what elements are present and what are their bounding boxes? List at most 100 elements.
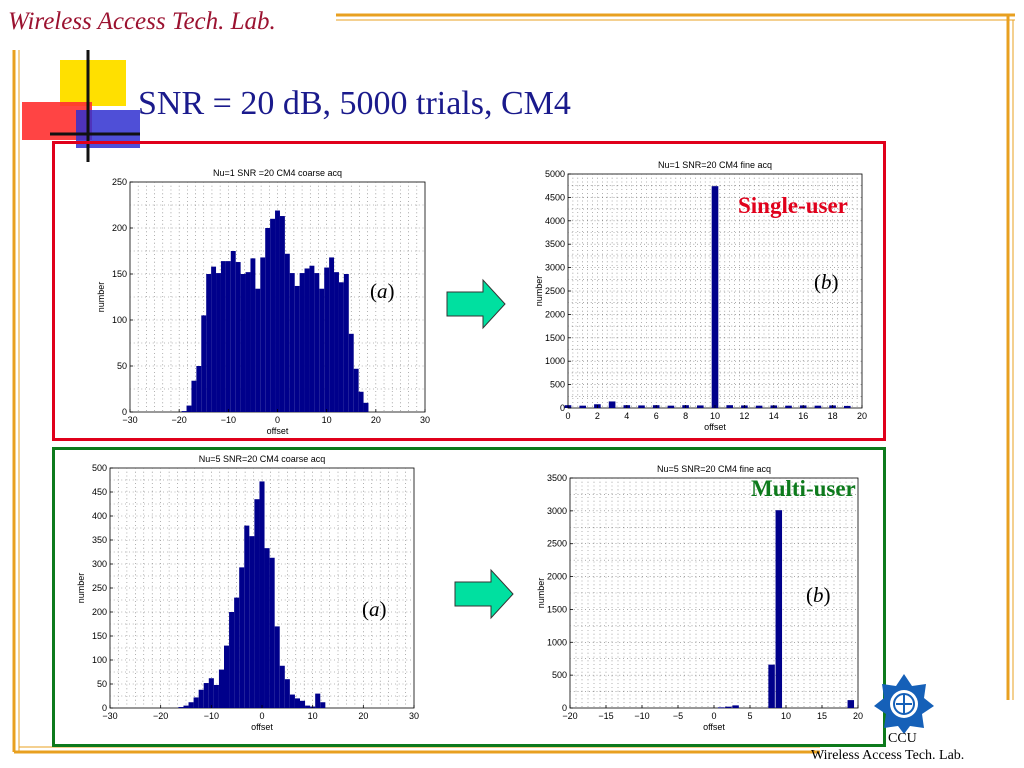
y-tick-label: 300: [92, 559, 107, 569]
bar: [348, 333, 354, 412]
grid: [130, 182, 425, 412]
x-tick-label: 30: [409, 711, 419, 721]
bar: [279, 665, 285, 708]
bar: [358, 391, 364, 412]
y-tick-label: 400: [92, 511, 107, 521]
bar: [324, 267, 330, 412]
bar: [216, 273, 221, 412]
x-tick-label: 30: [420, 415, 430, 425]
y-tick-label: 450: [92, 487, 107, 497]
fine-acq-multi-chart: −20 −15 −10 −5 0 5 10 15 20 0 500 1000 1500 2000 2500 3…: [536, 464, 863, 732]
y-tick-label: 1000: [547, 637, 567, 647]
grid: [570, 478, 858, 708]
y-tick-label: 50: [117, 361, 127, 371]
bar: [270, 218, 276, 412]
bar: [224, 645, 230, 708]
x-tick-label: 20: [371, 415, 381, 425]
x-tick-label: 4: [624, 411, 629, 421]
bar: [717, 707, 725, 709]
chart-title: Nu=5 SNR=20 CM4 fine acq: [657, 464, 771, 474]
bar: [255, 288, 261, 412]
bar: [319, 288, 325, 412]
bar: [338, 282, 344, 412]
ccu-emblem-icon: [874, 674, 934, 734]
bar: [239, 567, 245, 708]
bar: [269, 557, 275, 708]
bar: [353, 368, 359, 412]
bar: [343, 274, 349, 412]
bar: [843, 405, 851, 408]
bar: [193, 697, 199, 708]
y-tick-label: 100: [92, 655, 107, 665]
bar: [725, 706, 732, 708]
bar: [315, 693, 321, 708]
x-tick-label: 14: [769, 411, 779, 421]
coarse-acq-multi-chart: −30 −20 −10 0 10 20 30050100150200250300350400…: [76, 454, 419, 732]
x-tick-label: 0: [275, 415, 280, 425]
bar: [274, 626, 280, 708]
bar: [249, 536, 255, 708]
y-tick-label: 2000: [547, 572, 567, 582]
x-tick-label: 20: [358, 711, 368, 721]
y-tick-label: 2500: [547, 539, 567, 549]
y-tick-label: 4500: [545, 192, 565, 202]
bar: [667, 405, 675, 408]
bar: [206, 274, 212, 412]
bar: [250, 258, 256, 412]
bar: [220, 261, 226, 412]
bar: [334, 272, 339, 412]
y-tick-label: 1500: [547, 604, 567, 614]
y-tick-label: 0: [102, 703, 107, 713]
y-tick-label: 200: [92, 607, 107, 617]
y-tick-label: 0: [560, 403, 565, 413]
x-tick-label: −10: [204, 711, 219, 721]
bar: [186, 405, 192, 412]
x-tick-label: 20: [857, 411, 867, 421]
x-tick-label: 12: [739, 411, 749, 421]
bar: [259, 481, 265, 708]
x-tick-label: −20: [172, 415, 187, 425]
bar: [198, 689, 204, 708]
x-tick-label: 10: [710, 411, 720, 421]
bottom-border: [14, 746, 820, 754]
x-tick-label: −30: [102, 711, 117, 721]
x-tick-label: 8: [683, 411, 688, 421]
bar: [240, 274, 246, 412]
bar: [775, 510, 783, 708]
y-tick-label: 500: [552, 670, 567, 680]
bar: [579, 405, 587, 408]
x-tick-label: 6: [654, 411, 659, 421]
bar: [234, 597, 240, 708]
bar: [726, 405, 734, 408]
coarse-acq-single-chart: −30 −20 −10 0 10 20 30 0 50 100 150 200 250 Nu=1 SNR …: [96, 168, 430, 436]
bar: [279, 216, 285, 412]
x-tick-label: 15: [817, 711, 827, 721]
bar: [178, 707, 184, 708]
right-arrow-icon: [446, 278, 506, 330]
bar: [755, 405, 763, 408]
bar: [289, 694, 295, 708]
y-tick-label: 5000: [545, 169, 565, 179]
bar: [294, 285, 300, 412]
header-rule: [336, 13, 1015, 21]
right-border: [1006, 15, 1014, 700]
bar: [230, 251, 236, 412]
bar: [329, 257, 335, 412]
y-tick-label: 200: [112, 223, 127, 233]
right-arrow-icon: [454, 568, 514, 620]
y-tick-label: 350: [92, 535, 107, 545]
bar: [208, 678, 214, 708]
bar: [363, 402, 369, 412]
x-tick-label: −5: [673, 711, 683, 721]
x-tick-label: 0: [711, 711, 716, 721]
bar: [299, 273, 305, 412]
y-tick-label: 2500: [545, 286, 565, 296]
y-tick-label: 0: [122, 407, 127, 417]
y-tick-label: 3000: [545, 263, 565, 273]
header-lab-name: Wireless Access Tech. Lab.: [8, 8, 276, 35]
bar: [196, 366, 202, 412]
x-tick-label: −20: [153, 711, 168, 721]
y-tick-label: 250: [92, 583, 107, 593]
x-axis-label: offset: [267, 426, 289, 436]
